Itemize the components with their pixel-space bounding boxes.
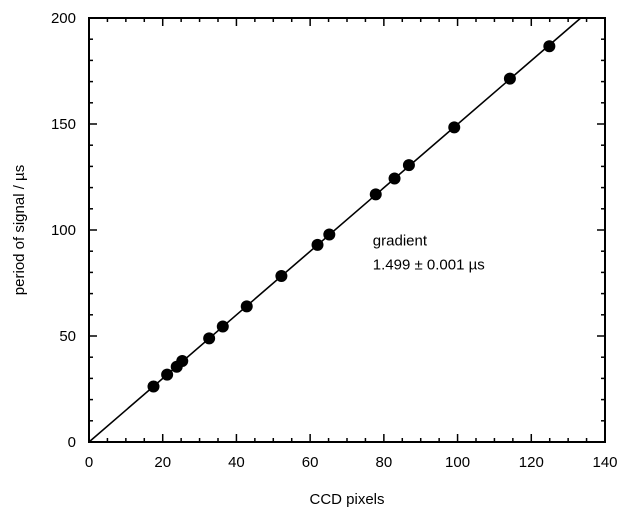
- x-tick-labels: 0 20 40 60 80 100 120 140: [85, 454, 618, 471]
- gradient-annotation-title: gradient: [373, 233, 428, 250]
- data-point: [147, 380, 160, 393]
- y-tick-label: 150: [51, 116, 76, 133]
- x-tick-label: 60: [302, 454, 319, 471]
- data-point: [369, 188, 382, 201]
- x-axis-label: CCD pixels: [309, 491, 384, 508]
- data-points: [147, 40, 556, 393]
- x-tick-label: 20: [154, 454, 171, 471]
- data-point: [161, 368, 174, 381]
- data-point: [240, 300, 253, 313]
- x-tick-label: 120: [519, 454, 544, 471]
- data-point: [216, 320, 229, 333]
- y-axis-label: period of signal / µs: [11, 165, 28, 295]
- x-tick-label: 100: [445, 454, 470, 471]
- tick-marks: [88, 17, 606, 443]
- y-tick-labels: 0 50 100 150 200: [51, 10, 76, 451]
- data-point: [203, 332, 216, 345]
- data-point: [176, 355, 189, 368]
- data-point: [323, 228, 336, 241]
- data-point: [275, 270, 288, 283]
- data-point: [503, 72, 516, 85]
- y-tick-label: 100: [51, 222, 76, 239]
- x-tick-label: 140: [592, 454, 617, 471]
- data-point: [543, 40, 556, 53]
- x-tick-label: 0: [85, 454, 93, 471]
- data-point: [448, 121, 461, 134]
- x-tick-label: 40: [228, 454, 245, 471]
- data-point: [388, 172, 401, 185]
- data-point: [311, 238, 324, 251]
- x-tick-label: 80: [376, 454, 393, 471]
- y-tick-label: 200: [51, 10, 76, 27]
- data-point: [402, 159, 415, 172]
- y-tick-label: 50: [59, 328, 76, 345]
- gradient-annotation-value: 1.499 ± 0.001 µs: [373, 257, 485, 274]
- y-tick-label: 0: [68, 434, 76, 451]
